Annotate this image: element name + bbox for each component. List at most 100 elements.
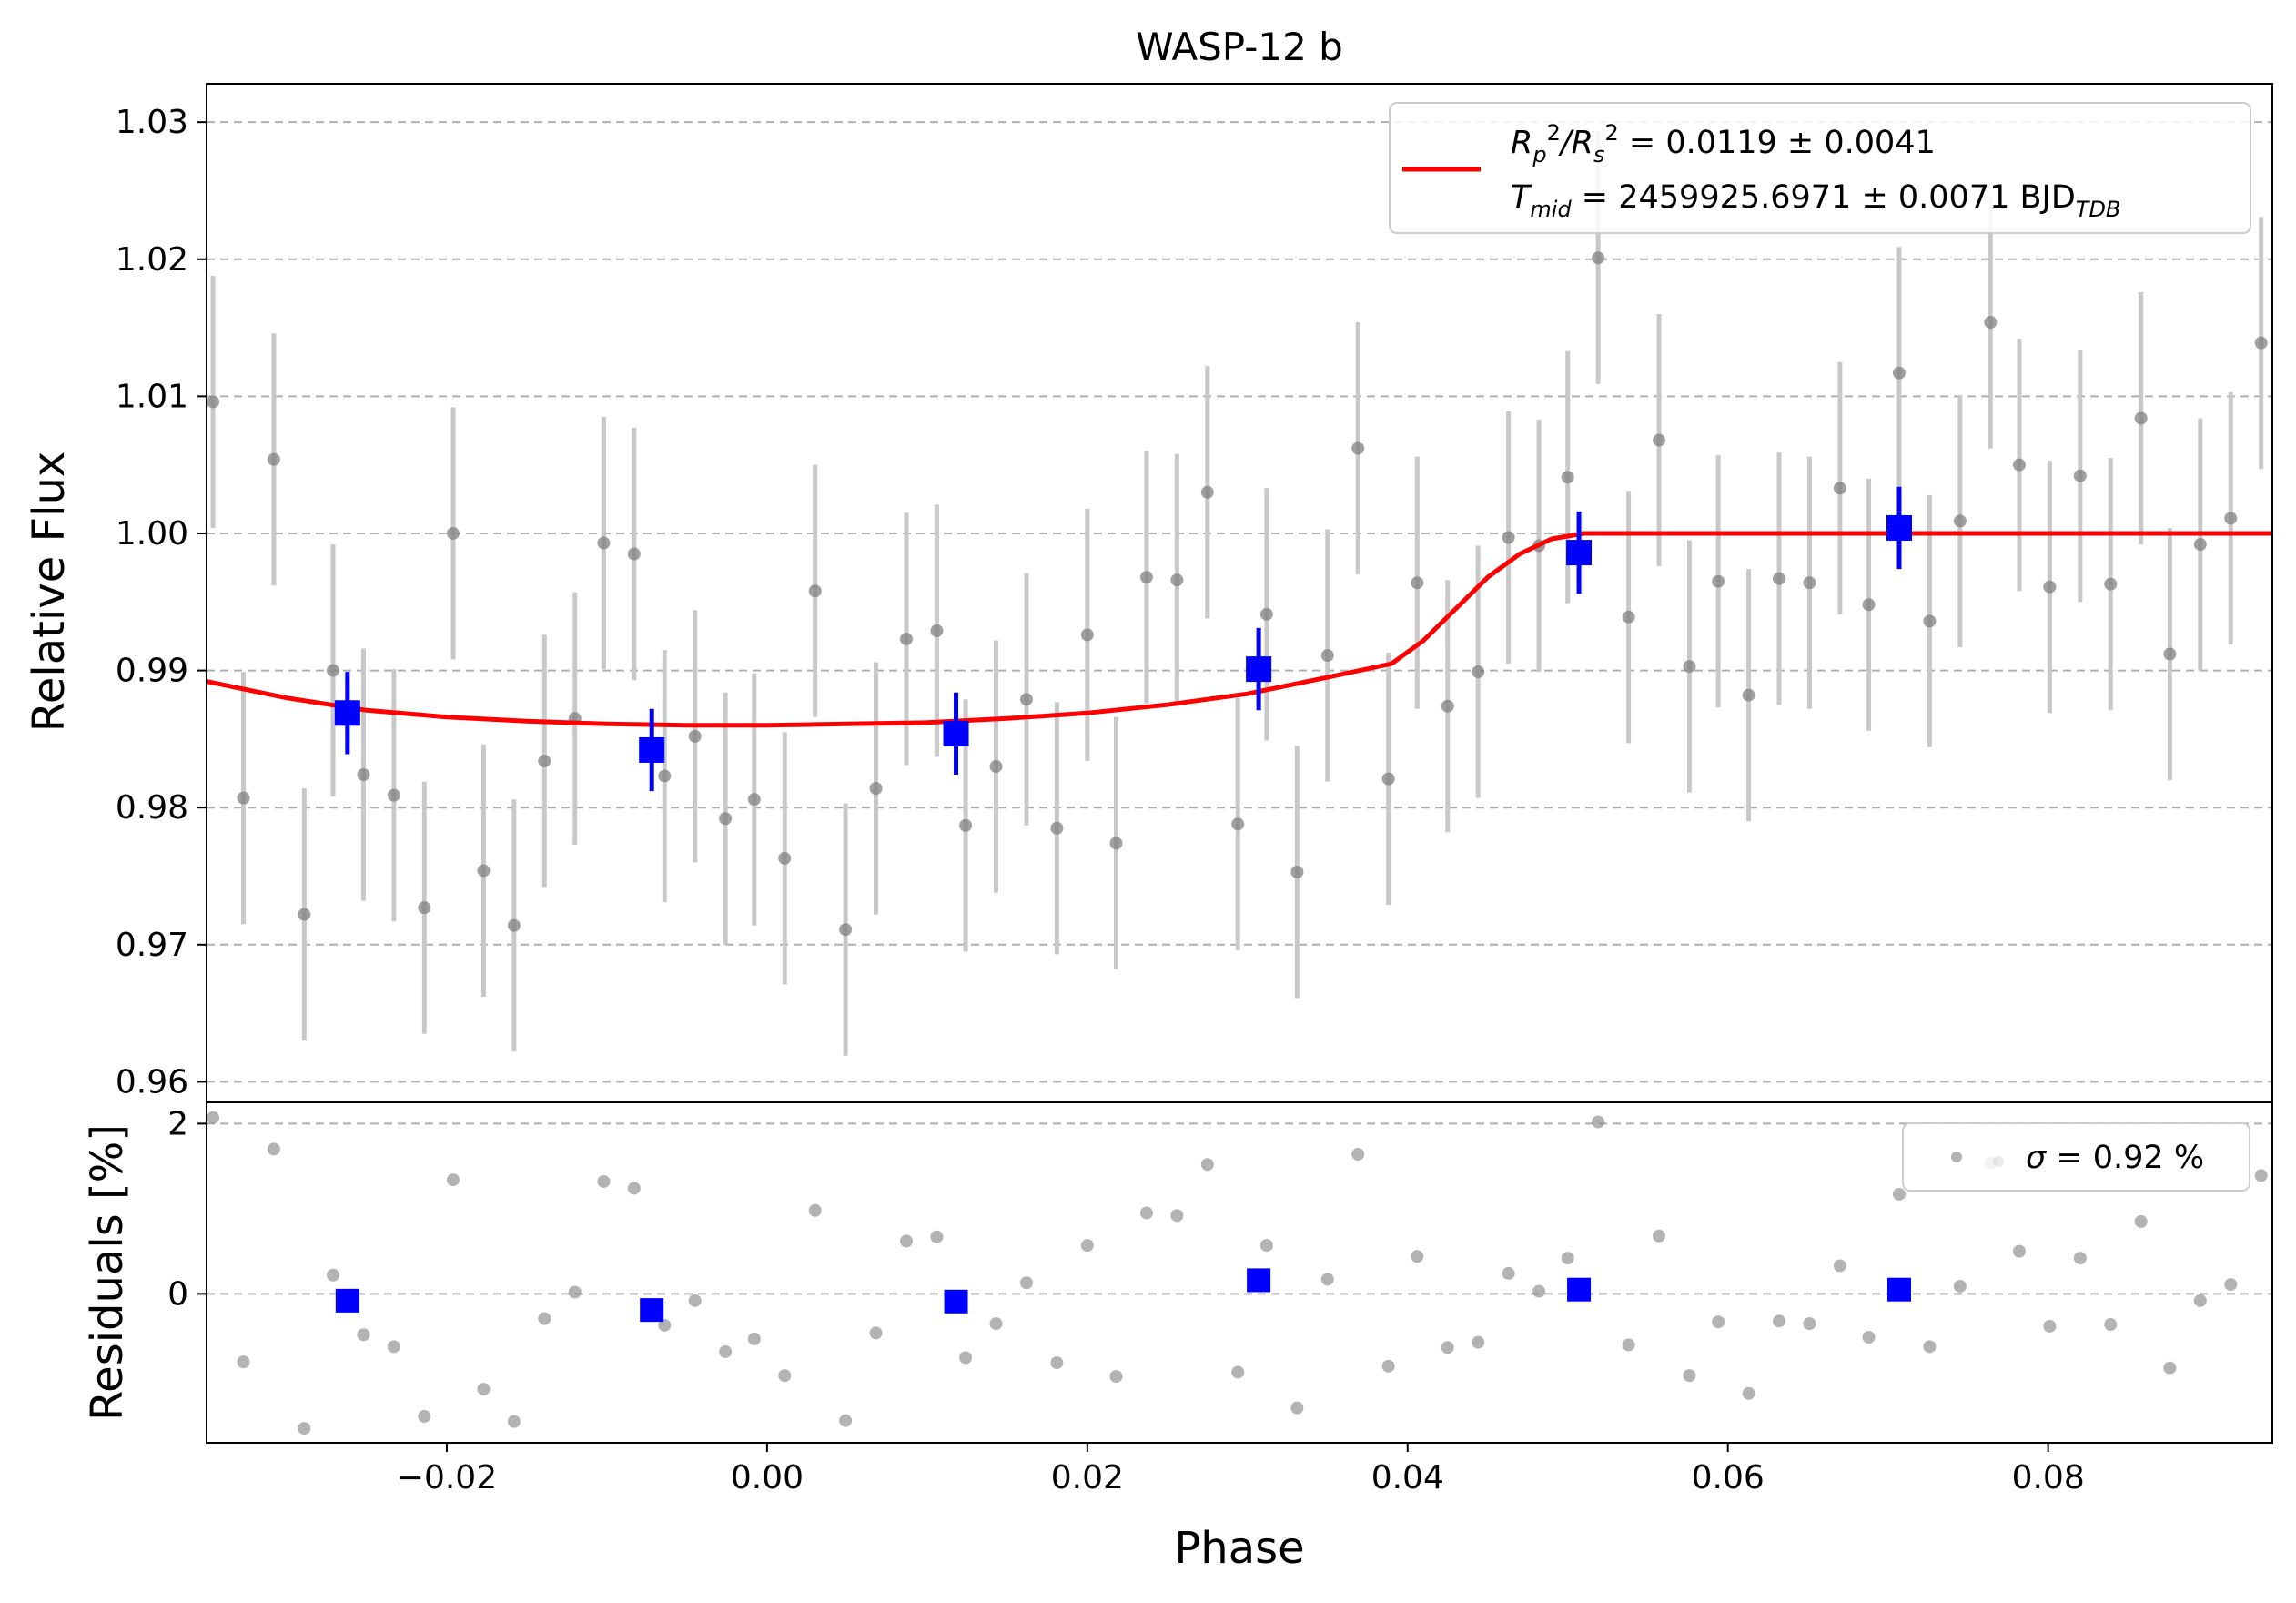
- residual-data-point: [357, 1328, 370, 1342]
- residual-data-point: [2012, 1244, 2026, 1258]
- flux-data-point: [1019, 693, 1033, 706]
- transit-model-line: [206, 531, 2272, 728]
- residual-data-point: [2073, 1252, 2087, 1265]
- flux-data-point: [1923, 614, 1937, 628]
- flux-data-point: [2163, 647, 2177, 661]
- residual-data-point: [207, 1111, 220, 1124]
- residual-data-point: [1862, 1331, 1876, 1344]
- residual-data-point: [1290, 1401, 1304, 1415]
- residual-data-point: [1441, 1341, 1454, 1354]
- flux-data-point: [1502, 531, 1515, 544]
- residual-data-point: [1080, 1239, 1094, 1253]
- flux-data-point: [808, 584, 822, 598]
- residual-binned-points: [335, 1268, 1911, 1323]
- flux-data-point: [658, 769, 672, 783]
- bottom-y-ticks: 02: [167, 1105, 207, 1313]
- flux-data-point: [2104, 577, 2118, 591]
- residual-data-point: [1561, 1252, 1574, 1265]
- residual-data-point: [1803, 1317, 1816, 1331]
- flux-data-point: [1231, 817, 1245, 831]
- residual-data-point: [1472, 1335, 1485, 1349]
- flux-data-point: [1833, 482, 1846, 495]
- residual-data-point: [899, 1234, 913, 1248]
- residual-data-point: [1050, 1356, 1064, 1370]
- flux-data-point: [1411, 576, 1424, 590]
- residual-data-point: [959, 1351, 973, 1365]
- flux-data-point: [1472, 665, 1485, 679]
- residual-data-point: [1592, 1115, 1605, 1129]
- flux-data-point: [538, 754, 551, 767]
- flux-data-point: [357, 768, 370, 782]
- flux-data-point: [1953, 514, 1967, 528]
- top-y-tick-label: 0.99: [116, 653, 188, 690]
- x-tick-label: 0.08: [2012, 1459, 2085, 1496]
- binned-flux-point: [1246, 656, 1272, 683]
- residual-data-point: [1231, 1365, 1245, 1379]
- residual-data-point: [2134, 1214, 2148, 1228]
- residual-data-point: [2224, 1278, 2238, 1292]
- residual-data-point: [1200, 1158, 1214, 1172]
- residual-data-point: [2163, 1361, 2177, 1375]
- residual-data-point: [627, 1182, 641, 1195]
- x-tick-label: 0.06: [1692, 1459, 1765, 1496]
- residual-data-point: [1019, 1276, 1033, 1290]
- residual-binned-point: [640, 1298, 664, 1323]
- residual-binned-point: [944, 1289, 968, 1314]
- x-ticks: −0.02 0.00 0.02 0.04 0.06 0.08: [397, 1443, 2085, 1496]
- binned-flux-point: [943, 720, 969, 746]
- flux-data-point: [1050, 821, 1064, 835]
- residual-data-point: [2104, 1318, 2118, 1332]
- residual-data-point: [2043, 1319, 2057, 1333]
- flux-data-point: [387, 788, 400, 802]
- top-y-tick-label: 0.96: [116, 1063, 188, 1101]
- bottom-y-tick-label: 2: [167, 1105, 188, 1142]
- flux-data-point: [959, 818, 973, 832]
- flux-data-point: [2043, 580, 2057, 594]
- flux-data-point: [2193, 538, 2207, 552]
- residual-data-point: [1622, 1338, 1635, 1352]
- binned-flux-point: [639, 736, 665, 763]
- top-y-tick-label: 0.98: [116, 789, 188, 827]
- residual-data-point: [1532, 1284, 1546, 1298]
- residual-data-point: [597, 1174, 611, 1188]
- flux-data-point: [1773, 572, 1786, 585]
- top-y-tick-label: 1.01: [116, 378, 188, 415]
- residual-data-point: [477, 1383, 491, 1396]
- flux-data-point: [477, 864, 491, 878]
- residual-data-point: [1892, 1187, 1906, 1201]
- flux-data-point: [1080, 628, 1094, 642]
- bottom-y-tick-label: 0: [167, 1275, 188, 1313]
- flux-data-point: [597, 536, 611, 550]
- flux-data-point: [1592, 251, 1605, 265]
- binned-flux-point: [334, 700, 360, 726]
- flux-data-point: [688, 729, 702, 743]
- flux-data-point: [418, 901, 431, 915]
- residual-data-point: [1653, 1229, 1666, 1243]
- residual-data-point: [869, 1326, 883, 1340]
- flux-data-point: [1109, 837, 1123, 850]
- flux-data-point: [1653, 433, 1666, 447]
- residual-binned-point: [1247, 1268, 1271, 1293]
- binned-flux-point: [1566, 540, 1593, 566]
- residual-data-point: [1773, 1314, 1786, 1328]
- residual-data-point: [989, 1317, 1003, 1331]
- flux-data-point: [298, 908, 311, 921]
- residual-data-point: [1683, 1369, 1696, 1383]
- flux-data-point: [1381, 772, 1395, 786]
- residual-data-point: [930, 1230, 944, 1243]
- flux-data-point: [899, 632, 913, 645]
- residual-data-point: [327, 1268, 340, 1282]
- flux-data-point: [327, 664, 340, 677]
- sigma-legend-text: σ = 0.92 %: [2026, 1140, 2204, 1176]
- residual-binned-point: [335, 1288, 359, 1313]
- flux-data-point: [1712, 574, 1725, 588]
- residual-data-point: [1259, 1239, 1273, 1253]
- sigma-legend-marker-faint: [1993, 1156, 2004, 1167]
- top-data-points: [207, 131, 2268, 1056]
- residual-data-point: [1320, 1273, 1334, 1286]
- residual-data-point: [1833, 1259, 1846, 1273]
- flux-data-point: [2073, 469, 2087, 482]
- flux-data-point: [2254, 336, 2268, 350]
- flux-data-point: [1862, 598, 1876, 612]
- residual-data-point: [1109, 1370, 1123, 1384]
